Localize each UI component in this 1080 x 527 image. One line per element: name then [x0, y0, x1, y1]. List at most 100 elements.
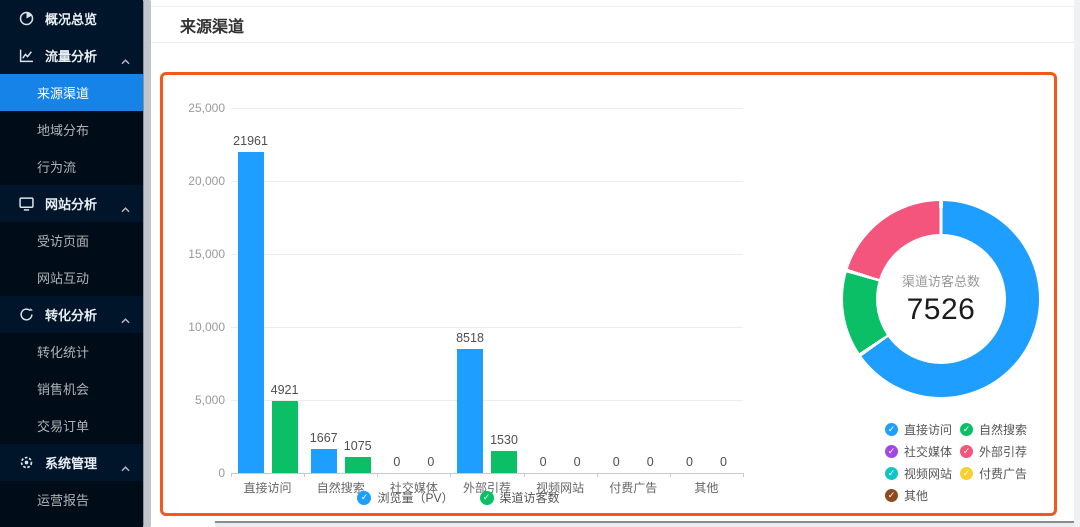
bar-value-label: 1530 — [490, 433, 518, 447]
sidebar-item-label: 来源渠道 — [37, 86, 90, 101]
main-scrollbar-track[interactable] — [1074, 0, 1080, 527]
y-axis-tick-label: 20,000 — [188, 174, 225, 188]
sidebar-item-label: 转化统计 — [37, 345, 90, 360]
y-axis-tick-label: 5,000 — [194, 393, 225, 407]
legend-check-icon: ✓ — [885, 445, 898, 458]
pie-chart-icon — [19, 11, 34, 26]
sidebar-item-system-management[interactable]: 系统管理 — [0, 444, 143, 481]
bar-value-label: 0 — [573, 455, 581, 469]
sidebar-item-trade-orders[interactable]: 交易订单 — [0, 407, 143, 444]
bar-legend-item-2[interactable]: ✓ 渠道访客数 — [479, 489, 560, 506]
legend-check-icon: ✓ — [357, 490, 372, 505]
sidebar-item-traffic-analysis[interactable]: 流量分析 — [0, 37, 143, 74]
gridline — [231, 327, 743, 328]
sidebar-item-conversion-analysis[interactable]: 转化分析 — [0, 296, 143, 333]
bar-value-label: 4921 — [270, 383, 299, 397]
sidebar-item-sales-opportunity[interactable]: 销售机会 — [0, 370, 143, 407]
bar-value-label: 1075 — [343, 439, 372, 453]
donut-legend-item-2[interactable]: ✓ 自然搜索 — [960, 421, 1027, 438]
gridline — [231, 400, 743, 401]
x-axis-tick — [523, 473, 525, 477]
y-axis-tick-label: 0 — [218, 466, 225, 480]
sidebar-item-conversion-stats[interactable]: 转化统计 — [0, 333, 143, 370]
donut-legend-item-4[interactable]: ✓ 外部引荐 — [960, 443, 1027, 460]
bar-visitors-4 — [491, 451, 517, 473]
donut-legend-item-3[interactable]: ✓ 社交媒体 — [885, 443, 952, 460]
legend-check-icon: ✓ — [885, 467, 898, 480]
donut-center-label: 渠道访客总数 — [901, 274, 980, 289]
sidebar-item-overview[interactable]: 概况总览 — [0, 0, 143, 37]
source-channel-panel: 0 5,000 10,000 15,000 20,000 25,000 21961 4921 直… — [160, 72, 1057, 516]
chevron-up-icon[interactable] — [121, 460, 130, 475]
sidebar-item-source-channel[interactable]: 来源渠道 — [0, 74, 143, 111]
bar-visitors-2 — [344, 457, 371, 473]
donut-legend-item-7[interactable]: ✓ 其他 — [885, 487, 952, 504]
y-axis-tick-label: 15,000 — [188, 247, 225, 261]
bar-legend-item-1[interactable]: ✓ 浏览量（PV） — [357, 489, 454, 506]
legend-label: 直接访问 — [904, 423, 953, 437]
sidebar-item-operation-report[interactable]: 运营报告 — [0, 481, 143, 518]
legend-check-icon: ✓ — [960, 445, 974, 458]
y-axis-tick-label: 25,000 — [188, 101, 225, 115]
legend-label: 视频网站 — [904, 467, 953, 481]
x-axis-category-label: 直接访问 — [243, 481, 292, 495]
page-title: 来源渠道 — [180, 18, 245, 36]
bar-pv-4 — [457, 349, 483, 473]
line-chart-icon — [19, 48, 34, 63]
x-axis-category-label: 付费广告 — [609, 481, 658, 495]
legend-check-icon: ✓ — [960, 467, 974, 480]
x-axis-tick — [450, 473, 452, 477]
bar-pv-1 — [237, 152, 264, 473]
bar-value-label: 8518 — [456, 331, 484, 345]
bar-value-label: 0 — [393, 455, 401, 469]
legend-check-icon: ✓ — [479, 490, 494, 505]
legend-check-icon: ✓ — [885, 423, 898, 436]
chevron-up-icon[interactable] — [121, 201, 130, 216]
sidebar-item-behavior-flow[interactable]: 行为流 — [0, 148, 143, 185]
x-axis-category-label: 外部引荐 — [462, 481, 511, 495]
sidebar-item-label: 流量分析 — [45, 49, 98, 64]
main-content: 来源渠道 0 5,000 10,000 15,000 20,000 25,000 21961… — [151, 0, 1080, 527]
legend-label: 自然搜索 — [979, 423, 1028, 437]
legend-label: 浏览量（PV） — [377, 491, 454, 505]
legend-check-icon: ✓ — [885, 489, 898, 502]
x-axis-tick — [743, 473, 744, 477]
sidebar-item-label: 转化分析 — [45, 308, 98, 323]
sidebar-item-label: 网站分析 — [45, 197, 98, 212]
sidebar-item-label: 运营报告 — [37, 493, 90, 508]
donut-chart: 渠道访客总数 7526 — [843, 201, 1039, 397]
sidebar-scrollbar[interactable] — [143, 0, 151, 527]
donut-legend-item-6[interactable]: ✓ 付费广告 — [960, 465, 1027, 482]
donut-legend-item-5[interactable]: ✓ 视频网站 — [885, 465, 952, 482]
donut-center: 渠道访客总数 7526 — [876, 234, 1006, 364]
legend-label: 其他 — [904, 489, 929, 503]
sidebar-item-label: 交易订单 — [37, 419, 90, 434]
gridline — [231, 108, 743, 109]
sidebar-item-website-analysis[interactable]: 网站分析 — [0, 185, 143, 222]
chevron-up-icon[interactable] — [121, 53, 130, 68]
sidebar-item-label: 地域分布 — [37, 123, 90, 138]
sidebar-item-label: 系统管理 — [45, 456, 98, 471]
sidebar-item-region-distribution[interactable]: 地域分布 — [0, 111, 143, 148]
bar-value-label: 0 — [612, 455, 620, 469]
legend-check-icon: ✓ — [960, 423, 974, 436]
bar-value-label: 0 — [539, 455, 547, 469]
chevron-up-icon[interactable] — [121, 312, 130, 327]
bar-value-label: 0 — [685, 455, 693, 469]
bar-visitors-1 — [271, 401, 298, 473]
sidebar: 概况总览流量分析来源渠道地域分布行为流网站分析受访页面网站互动转化分析转化统计销… — [0, 0, 143, 527]
donut-legend-item-1[interactable]: ✓ 直接访问 — [885, 421, 952, 438]
x-axis-tick — [377, 473, 379, 477]
sidebar-item-label: 行为流 — [37, 160, 77, 175]
sidebar-item-label: 网站互动 — [37, 271, 90, 286]
x-axis-category-label: 视频网站 — [536, 481, 585, 495]
legend-label: 渠道访客数 — [499, 491, 560, 505]
gear-icon — [19, 455, 34, 470]
sidebar-item-website-interaction[interactable]: 网站互动 — [0, 259, 143, 296]
donut-legend: ✓ 直接访问 ✓ 自然搜索 ✓ 社交媒体 ✓ 外部引荐 ✓ 视频网站 ✓ 付费广告 ✓ 其他 — [885, 421, 1027, 504]
x-axis-tick — [304, 473, 306, 477]
sidebar-scrollbar-thumb[interactable] — [143, 0, 151, 527]
monitor-icon — [19, 196, 34, 211]
sidebar-item-visited-pages[interactable]: 受访页面 — [0, 222, 143, 259]
x-axis-category-label: 社交媒体 — [389, 481, 438, 495]
